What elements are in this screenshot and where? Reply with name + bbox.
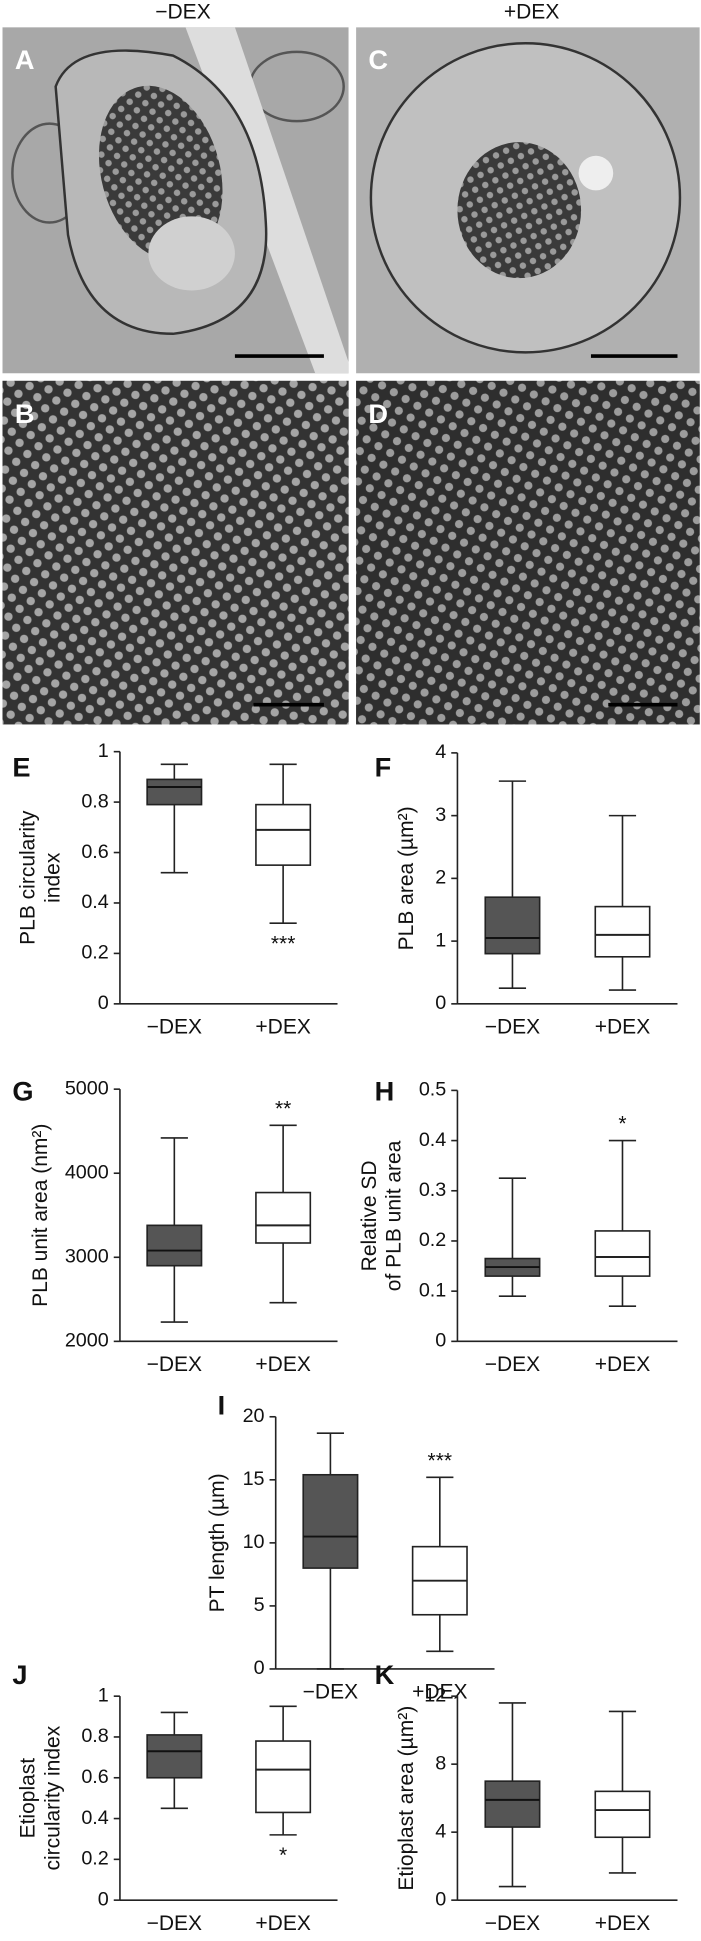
y-axis-label: PLB circularity	[17, 810, 40, 945]
x-tick-label: −DEX	[485, 1912, 540, 1935]
y-tick-label: 0.5	[419, 1079, 446, 1101]
x-tick-label: −DEX	[485, 1353, 540, 1376]
y-axis-label: of PLB unit area	[383, 1140, 406, 1291]
y-tick-label: 12	[424, 1684, 446, 1706]
box	[146, 1224, 203, 1267]
panel-letter: K	[375, 1659, 395, 1690]
y-axis-label: index	[41, 852, 64, 903]
y-tick-label: 0.2	[81, 942, 108, 964]
y-tick-label: 0.4	[419, 1129, 446, 1151]
box	[146, 778, 203, 806]
y-tick-label: 0	[98, 1888, 109, 1910]
box	[255, 1191, 312, 1244]
x-tick-label: +DEX	[595, 1912, 650, 1935]
y-axis-label: Etioplast area (µm²)	[395, 1706, 418, 1891]
x-tick-label: −DEX	[147, 1912, 202, 1935]
box	[484, 896, 541, 955]
box	[594, 1790, 651, 1839]
y-tick-label: 8	[435, 1752, 446, 1774]
y-tick-label: 0.8	[81, 1725, 108, 1747]
panel-letter: D	[368, 398, 388, 429]
y-tick-label: 0.3	[419, 1179, 446, 1201]
box	[146, 1734, 203, 1779]
x-tick-label: +DEX	[412, 1681, 467, 1704]
panel-letter: G	[12, 1075, 33, 1106]
y-tick-label: 4000	[65, 1161, 109, 1183]
panel-letter: F	[375, 751, 392, 782]
x-tick-label: +DEX	[255, 1353, 310, 1376]
y-tick-label: 0	[435, 1888, 446, 1910]
y-tick-label: 0.6	[81, 1766, 108, 1788]
x-tick-label: −DEX	[147, 1353, 202, 1376]
column-label: −DEX	[155, 1, 210, 24]
y-axis-label: PLB unit area (nm²)	[29, 1124, 52, 1307]
panel-letter: B	[15, 398, 35, 429]
x-tick-label: +DEX	[255, 1912, 310, 1935]
y-tick-label: 0	[435, 1330, 446, 1352]
x-tick-label: −DEX	[303, 1681, 358, 1704]
significance: *	[279, 1844, 287, 1867]
significance: ***	[428, 1449, 453, 1472]
x-tick-label: +DEX	[595, 1353, 650, 1376]
box	[255, 1740, 312, 1814]
panel-letter: H	[375, 1075, 395, 1106]
y-tick-label: 0	[435, 992, 446, 1014]
x-tick-label: −DEX	[485, 1016, 540, 1039]
y-axis-label: Relative SD	[358, 1160, 381, 1271]
y-tick-label: 4	[435, 741, 446, 763]
box	[484, 1780, 541, 1828]
y-axis-label: Etioplast	[17, 1758, 40, 1839]
x-tick-label: +DEX	[255, 1016, 310, 1039]
significance: *	[618, 1113, 626, 1136]
column-label: +DEX	[504, 1, 559, 24]
y-axis-label: PLB area (µm²)	[395, 806, 418, 950]
y-tick-label: 5	[254, 1594, 265, 1616]
y-tick-label: 5000	[65, 1077, 109, 1099]
box	[255, 803, 312, 866]
micrograph	[356, 27, 700, 374]
box	[302, 1473, 359, 1569]
y-tick-label: 0.4	[81, 891, 108, 913]
y-tick-label: 2	[435, 867, 446, 889]
y-tick-label: 0	[254, 1657, 265, 1679]
y-tick-label: 4	[435, 1820, 446, 1842]
box	[594, 905, 651, 958]
y-tick-label: 15	[243, 1468, 265, 1490]
box	[594, 1230, 651, 1277]
y-tick-label: 0.4	[81, 1807, 108, 1829]
y-axis-label: PT length (µm)	[206, 1473, 229, 1612]
y-tick-label: 0.2	[81, 1848, 108, 1870]
y-tick-label: 10	[243, 1531, 265, 1553]
panel-letter: I	[218, 1389, 226, 1420]
y-tick-label: 1	[98, 740, 109, 762]
panel-letter: J	[12, 1659, 27, 1690]
y-tick-label: 0.1	[419, 1279, 446, 1301]
y-axis-label: circularity index	[41, 1725, 64, 1870]
panel-letter: A	[15, 44, 35, 75]
significance: **	[275, 1097, 291, 1120]
micrograph	[2, 380, 349, 725]
significance: ***	[271, 932, 296, 955]
micrograph	[2, 27, 349, 374]
y-tick-label: 2000	[65, 1330, 109, 1352]
y-tick-label: 1	[98, 1684, 109, 1706]
panel-letter: C	[368, 44, 388, 75]
y-tick-label: 0.2	[419, 1229, 446, 1251]
y-tick-label: 1	[435, 929, 446, 951]
y-tick-label: 20	[243, 1405, 265, 1427]
y-tick-label: 3	[435, 804, 446, 826]
panel-letter: E	[12, 751, 30, 782]
y-tick-label: 0	[98, 992, 109, 1014]
x-tick-label: −DEX	[147, 1016, 202, 1039]
micrograph	[356, 380, 700, 725]
y-tick-label: 0.8	[81, 790, 108, 812]
y-tick-label: 3000	[65, 1246, 109, 1268]
x-tick-label: +DEX	[595, 1016, 650, 1039]
y-tick-label: 0.6	[81, 841, 108, 863]
